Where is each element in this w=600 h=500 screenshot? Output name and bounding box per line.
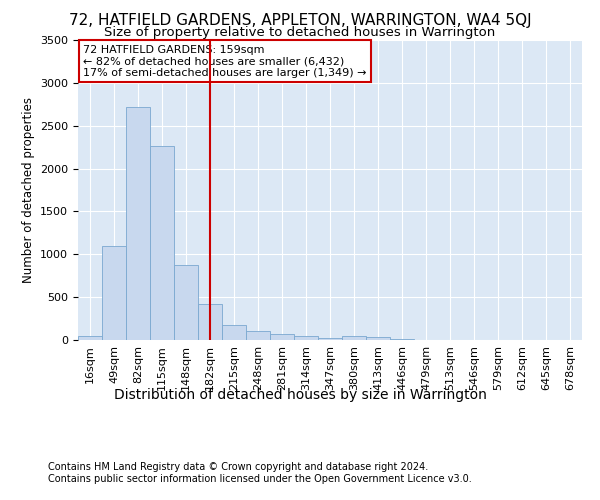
Text: 72 HATFIELD GARDENS: 159sqm
← 82% of detached houses are smaller (6,432)
17% of : 72 HATFIELD GARDENS: 159sqm ← 82% of det… — [83, 44, 367, 78]
Bar — [78, 336, 102, 340]
Bar — [366, 338, 390, 340]
Bar — [246, 332, 270, 340]
Y-axis label: Number of detached properties: Number of detached properties — [22, 97, 35, 283]
Bar — [390, 339, 414, 340]
Text: Contains public sector information licensed under the Open Government Licence v3: Contains public sector information licen… — [48, 474, 472, 484]
Bar — [294, 336, 318, 340]
Bar — [318, 338, 342, 340]
Text: Contains HM Land Registry data © Crown copyright and database right 2024.: Contains HM Land Registry data © Crown c… — [48, 462, 428, 472]
Bar — [174, 264, 198, 340]
Text: 72, HATFIELD GARDENS, APPLETON, WARRINGTON, WA4 5QJ: 72, HATFIELD GARDENS, APPLETON, WARRINGT… — [68, 12, 532, 28]
Text: Size of property relative to detached houses in Warrington: Size of property relative to detached ho… — [104, 26, 496, 39]
Bar — [342, 336, 366, 340]
Bar — [270, 334, 294, 340]
Bar — [102, 246, 126, 340]
Bar — [198, 304, 222, 340]
Text: Distribution of detached houses by size in Warrington: Distribution of detached houses by size … — [113, 388, 487, 402]
Bar — [126, 107, 150, 340]
Bar — [150, 146, 174, 340]
Bar — [222, 325, 246, 340]
